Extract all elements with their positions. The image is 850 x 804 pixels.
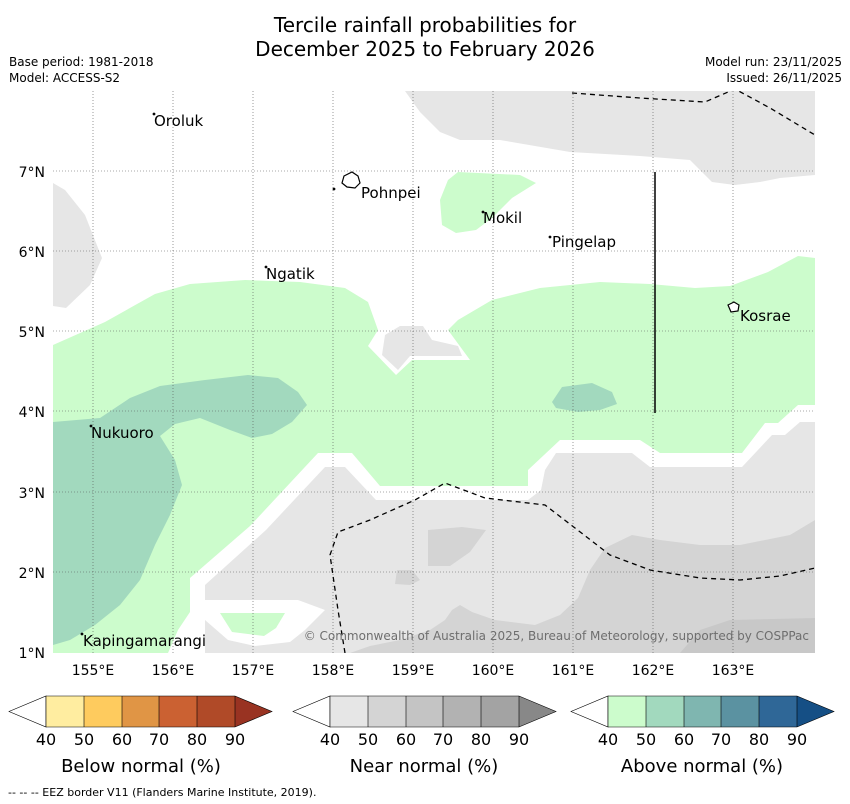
near-normal-50-region-south-tiny bbox=[395, 570, 420, 585]
base-period-label: Base period: 1981-2018 bbox=[9, 55, 154, 69]
lon-tick: 160°E bbox=[472, 663, 515, 679]
place-label-pingelap: Pingelap bbox=[552, 233, 616, 251]
model-run-label: Model run: 23/11/2025 bbox=[704, 55, 842, 69]
colorbar-segment bbox=[759, 696, 797, 727]
colorbar-segment bbox=[46, 696, 84, 727]
place-label-nukuoro: Nukuoro bbox=[91, 424, 154, 442]
colorbar-tick: 40 bbox=[36, 730, 56, 749]
near-normal-region-center bbox=[382, 326, 462, 370]
colorbar-tick: 90 bbox=[225, 730, 245, 749]
lon-tick: 161°E bbox=[552, 663, 595, 679]
colorbar-tick: 90 bbox=[787, 730, 807, 749]
above-normal-region-north bbox=[440, 172, 536, 233]
near-normal-region-north bbox=[405, 91, 815, 185]
above-normal-50-region-east bbox=[552, 383, 617, 412]
lon-tick: 158°E bbox=[312, 663, 355, 679]
place-label-pohnpei: Pohnpei bbox=[361, 184, 421, 202]
colorbar-segment bbox=[481, 696, 519, 727]
lat-tick: 7°N bbox=[19, 165, 45, 181]
colorbar-segment bbox=[608, 696, 646, 727]
eez-border bbox=[329, 91, 815, 653]
colorbar-segment bbox=[292, 695, 331, 728]
colorbar-segment bbox=[570, 695, 609, 728]
lat-tick: 2°N bbox=[19, 566, 45, 582]
colorbar-near-normal: 40 50 60 70 80 90 Near normal (%) bbox=[292, 695, 557, 777]
place-label-ngatik: Ngatik bbox=[266, 265, 315, 283]
colorbar-segment bbox=[406, 696, 443, 727]
colorbar-segment bbox=[519, 696, 556, 727]
lon-tick: 157°E bbox=[232, 663, 275, 679]
colorbar-tick: 70 bbox=[149, 730, 169, 749]
colorbar-tick: 90 bbox=[509, 730, 529, 749]
copyright-notice: © Commonwealth of Australia 2025, Bureau… bbox=[304, 629, 809, 643]
map-title-line1: Tercile rainfall probabilities for bbox=[273, 13, 577, 37]
colorbar-tick: 80 bbox=[471, 730, 491, 749]
probability-field: Oroluk Pohnpei Mokil Pingelap Ngatik Kos… bbox=[53, 91, 815, 653]
lon-tick: 163°E bbox=[712, 663, 755, 679]
colorbar-tick: 50 bbox=[358, 730, 378, 749]
lat-tick: 1°N bbox=[19, 646, 45, 662]
model-label: Model: ACCESS-S2 bbox=[9, 71, 121, 85]
colorbar-segment bbox=[122, 696, 159, 727]
colorbar-tick: 70 bbox=[433, 730, 453, 749]
place-label-mokil: Mokil bbox=[483, 209, 522, 227]
lat-tick: 4°N bbox=[19, 405, 45, 421]
colorbar-segment bbox=[684, 696, 721, 727]
lat-tick: 5°N bbox=[19, 325, 45, 341]
island-outlines bbox=[80, 112, 740, 636]
lat-axis-labels: 7°N 6°N 5°N 4°N 3°N 2°N 1°N bbox=[19, 165, 45, 662]
colorbar-segment bbox=[235, 696, 272, 727]
issued-label: Issued: 26/11/2025 bbox=[726, 71, 842, 85]
near-normal-60-region-southeast bbox=[680, 618, 815, 653]
place-label-kosrae: Kosrae bbox=[740, 307, 791, 325]
colorbar-tick: 70 bbox=[711, 730, 731, 749]
colorbar-title-below: Below normal (%) bbox=[61, 756, 221, 777]
colorbar-above-normal: 40 50 60 70 80 90 Above normal (%) bbox=[570, 695, 835, 777]
colorbar-tick: 80 bbox=[749, 730, 769, 749]
near-normal-region-west bbox=[53, 183, 102, 308]
colorbar-tick: 40 bbox=[320, 730, 340, 749]
kosrae-island-shape bbox=[727, 301, 740, 313]
lat-tick: 6°N bbox=[19, 245, 45, 261]
near-normal-50-region-south-small bbox=[428, 527, 486, 566]
colorbar-tick: 50 bbox=[636, 730, 656, 749]
colorbar-segment bbox=[368, 696, 406, 727]
lon-tick: 155°E bbox=[72, 663, 115, 679]
colorbar-below-normal: 40 50 60 70 80 90 Below normal (%) bbox=[8, 695, 273, 777]
colorbar-segment bbox=[330, 696, 368, 727]
above-normal-region-main bbox=[53, 256, 815, 653]
lon-tick: 159°E bbox=[392, 663, 435, 679]
colorbar-segment bbox=[159, 696, 197, 727]
eez-footnote: -- -- -- EEZ border V11 (Flanders Marine… bbox=[8, 786, 317, 799]
colorbar-title-above: Above normal (%) bbox=[621, 756, 783, 777]
colorbar-segment bbox=[8, 695, 47, 728]
map-title-line2: December 2025 to February 2026 bbox=[255, 37, 595, 61]
colorbar-segment bbox=[797, 696, 834, 727]
above-normal-region-south bbox=[220, 613, 285, 636]
above-normal-50-region-west bbox=[53, 375, 307, 645]
pohnpei-island-shape bbox=[341, 171, 361, 189]
place-label-oroluk: Oroluk bbox=[154, 112, 203, 130]
place-label-kapingamarangi: Kapingamarangi bbox=[83, 632, 206, 650]
colorbar-segment bbox=[84, 696, 122, 727]
colorbar-tick: 80 bbox=[187, 730, 207, 749]
lon-axis-labels: 155°E 156°E 157°E 158°E 159°E 160°E 161°… bbox=[72, 663, 755, 679]
near-normal-50-region-southeast bbox=[350, 520, 815, 653]
colorbar-tick: 60 bbox=[674, 730, 694, 749]
lon-tick: 156°E bbox=[152, 663, 195, 679]
lat-tick: 3°N bbox=[19, 486, 45, 502]
lon-tick: 162°E bbox=[632, 663, 675, 679]
colorbar-title-near: Near normal (%) bbox=[350, 756, 499, 777]
colorbar-tick: 60 bbox=[396, 730, 416, 749]
colorbar-segment bbox=[443, 696, 481, 727]
colorbar-tick: 40 bbox=[598, 730, 618, 749]
colorbar-tick: 50 bbox=[74, 730, 94, 749]
colorbar-tick: 60 bbox=[112, 730, 132, 749]
colorbar-segment bbox=[646, 696, 684, 727]
grid-lines bbox=[53, 91, 815, 653]
colorbar-segment bbox=[197, 696, 235, 727]
colorbar-segment bbox=[721, 696, 759, 727]
